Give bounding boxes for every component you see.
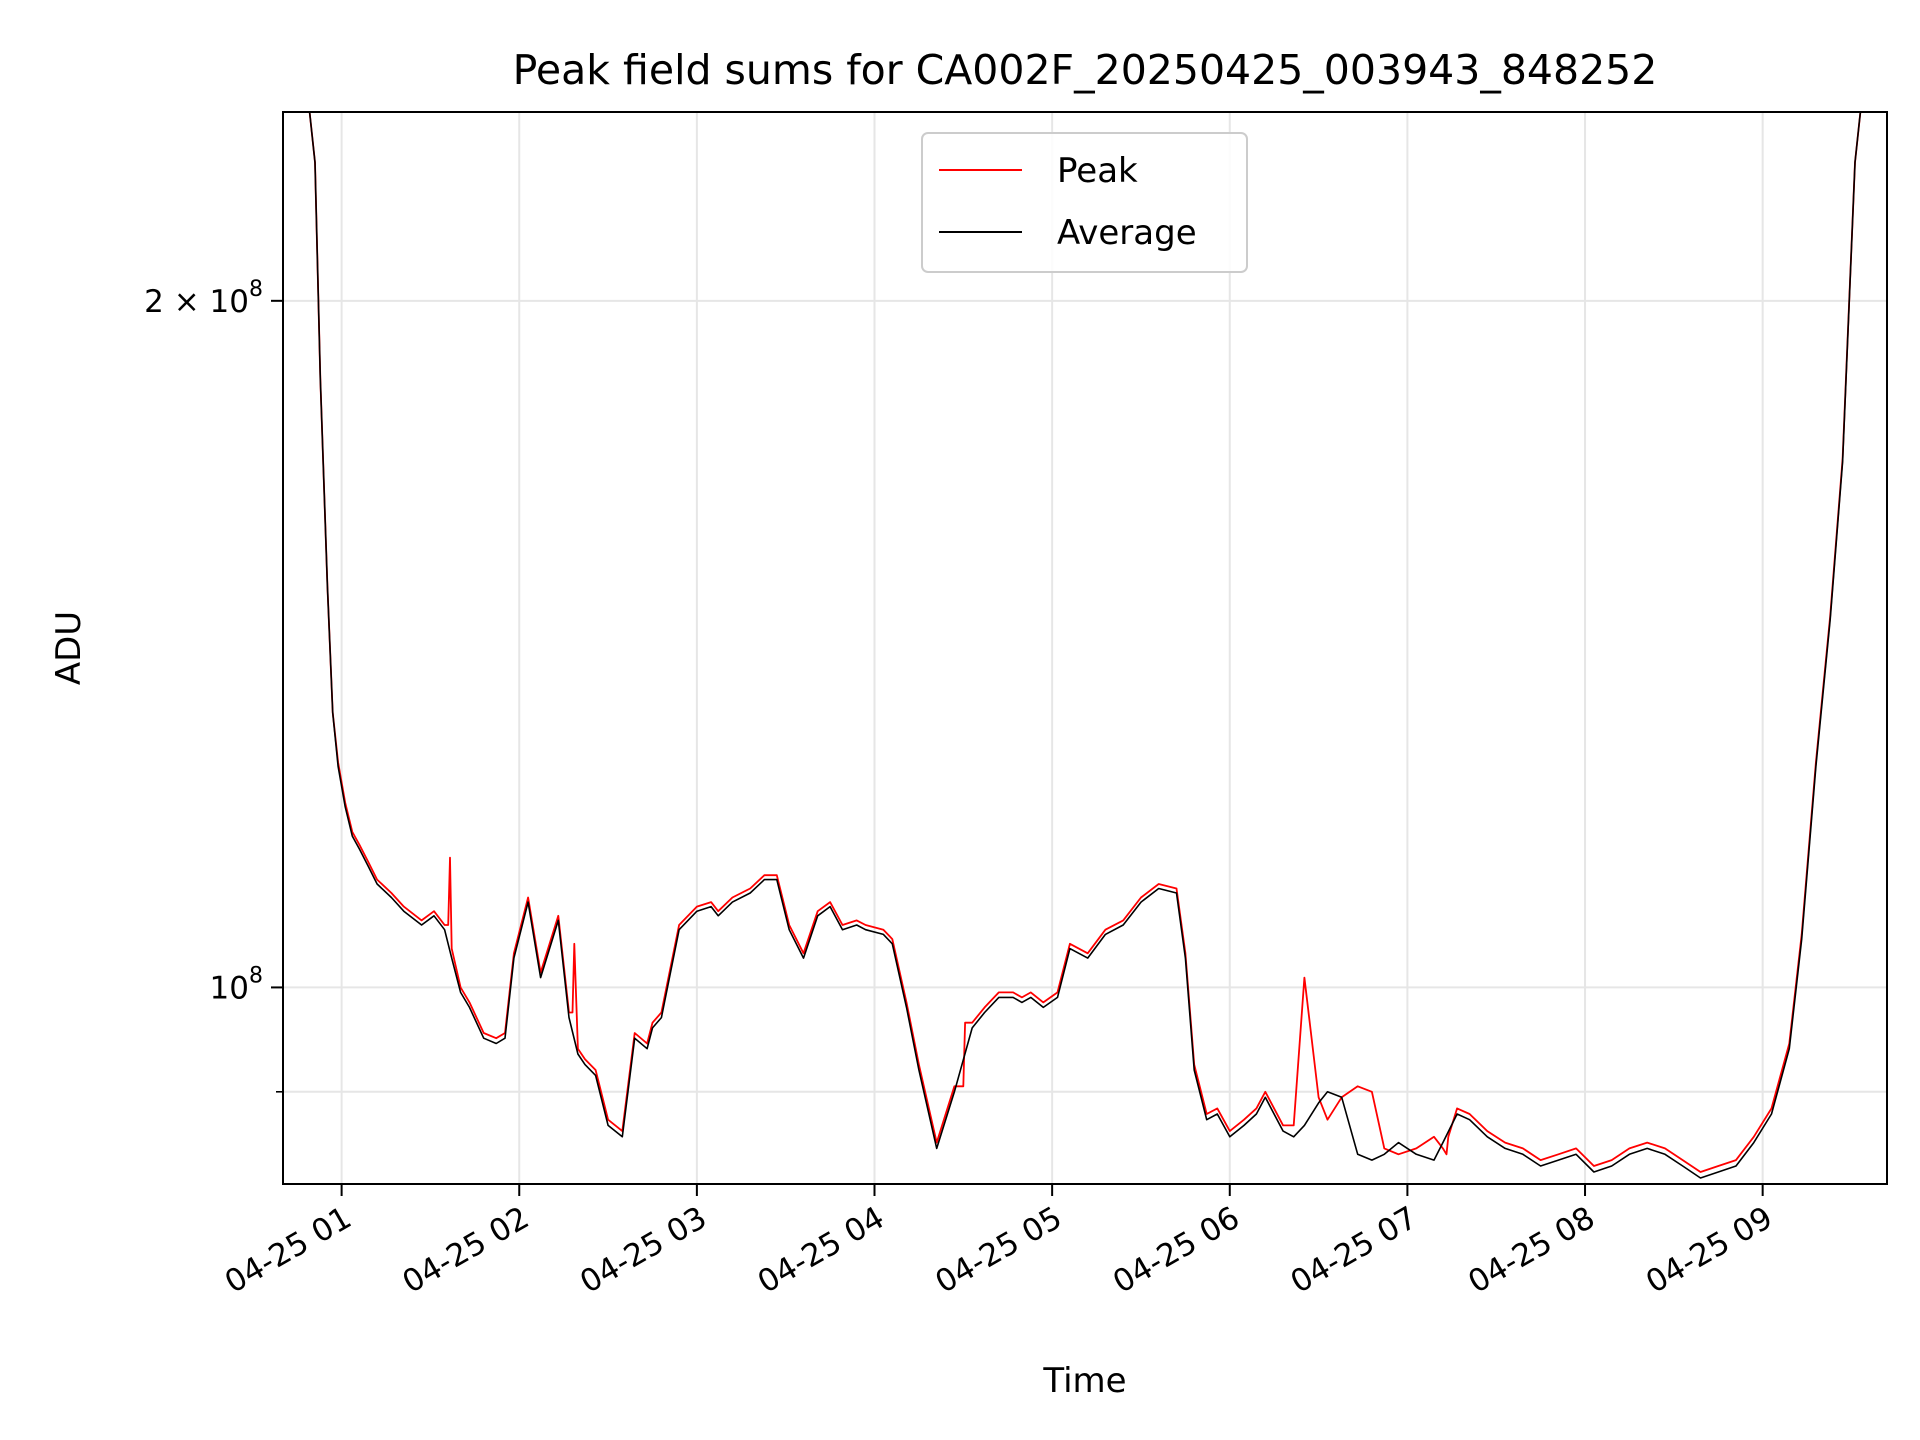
y-tick-base: 10 [210,970,249,1006]
series-line-peak [283,112,1887,1173]
chart-title: Peak field sums for CA002F_20250425_0039… [513,46,1658,94]
y-tick-exponent: 8 [249,277,263,302]
grid [283,112,1887,1184]
y-tick-label: 2 × 108 [144,277,263,320]
plot-series [283,112,1887,1179]
y-axis-title: ADU [49,611,89,685]
legend: Peak Average [921,132,1248,273]
y-tick-label: 108 [210,963,263,1006]
legend-label-peak: Peak [1057,151,1138,191]
y-tick-base: 2 × 10 [144,284,249,320]
plot-frame [282,111,1888,1185]
legend-box [921,132,1248,273]
y-tick-exponent: 8 [249,963,263,988]
legend-label-average: Average [1057,213,1197,253]
series-line-average [283,112,1887,1179]
x-axis-title: Time [1042,1361,1126,1401]
